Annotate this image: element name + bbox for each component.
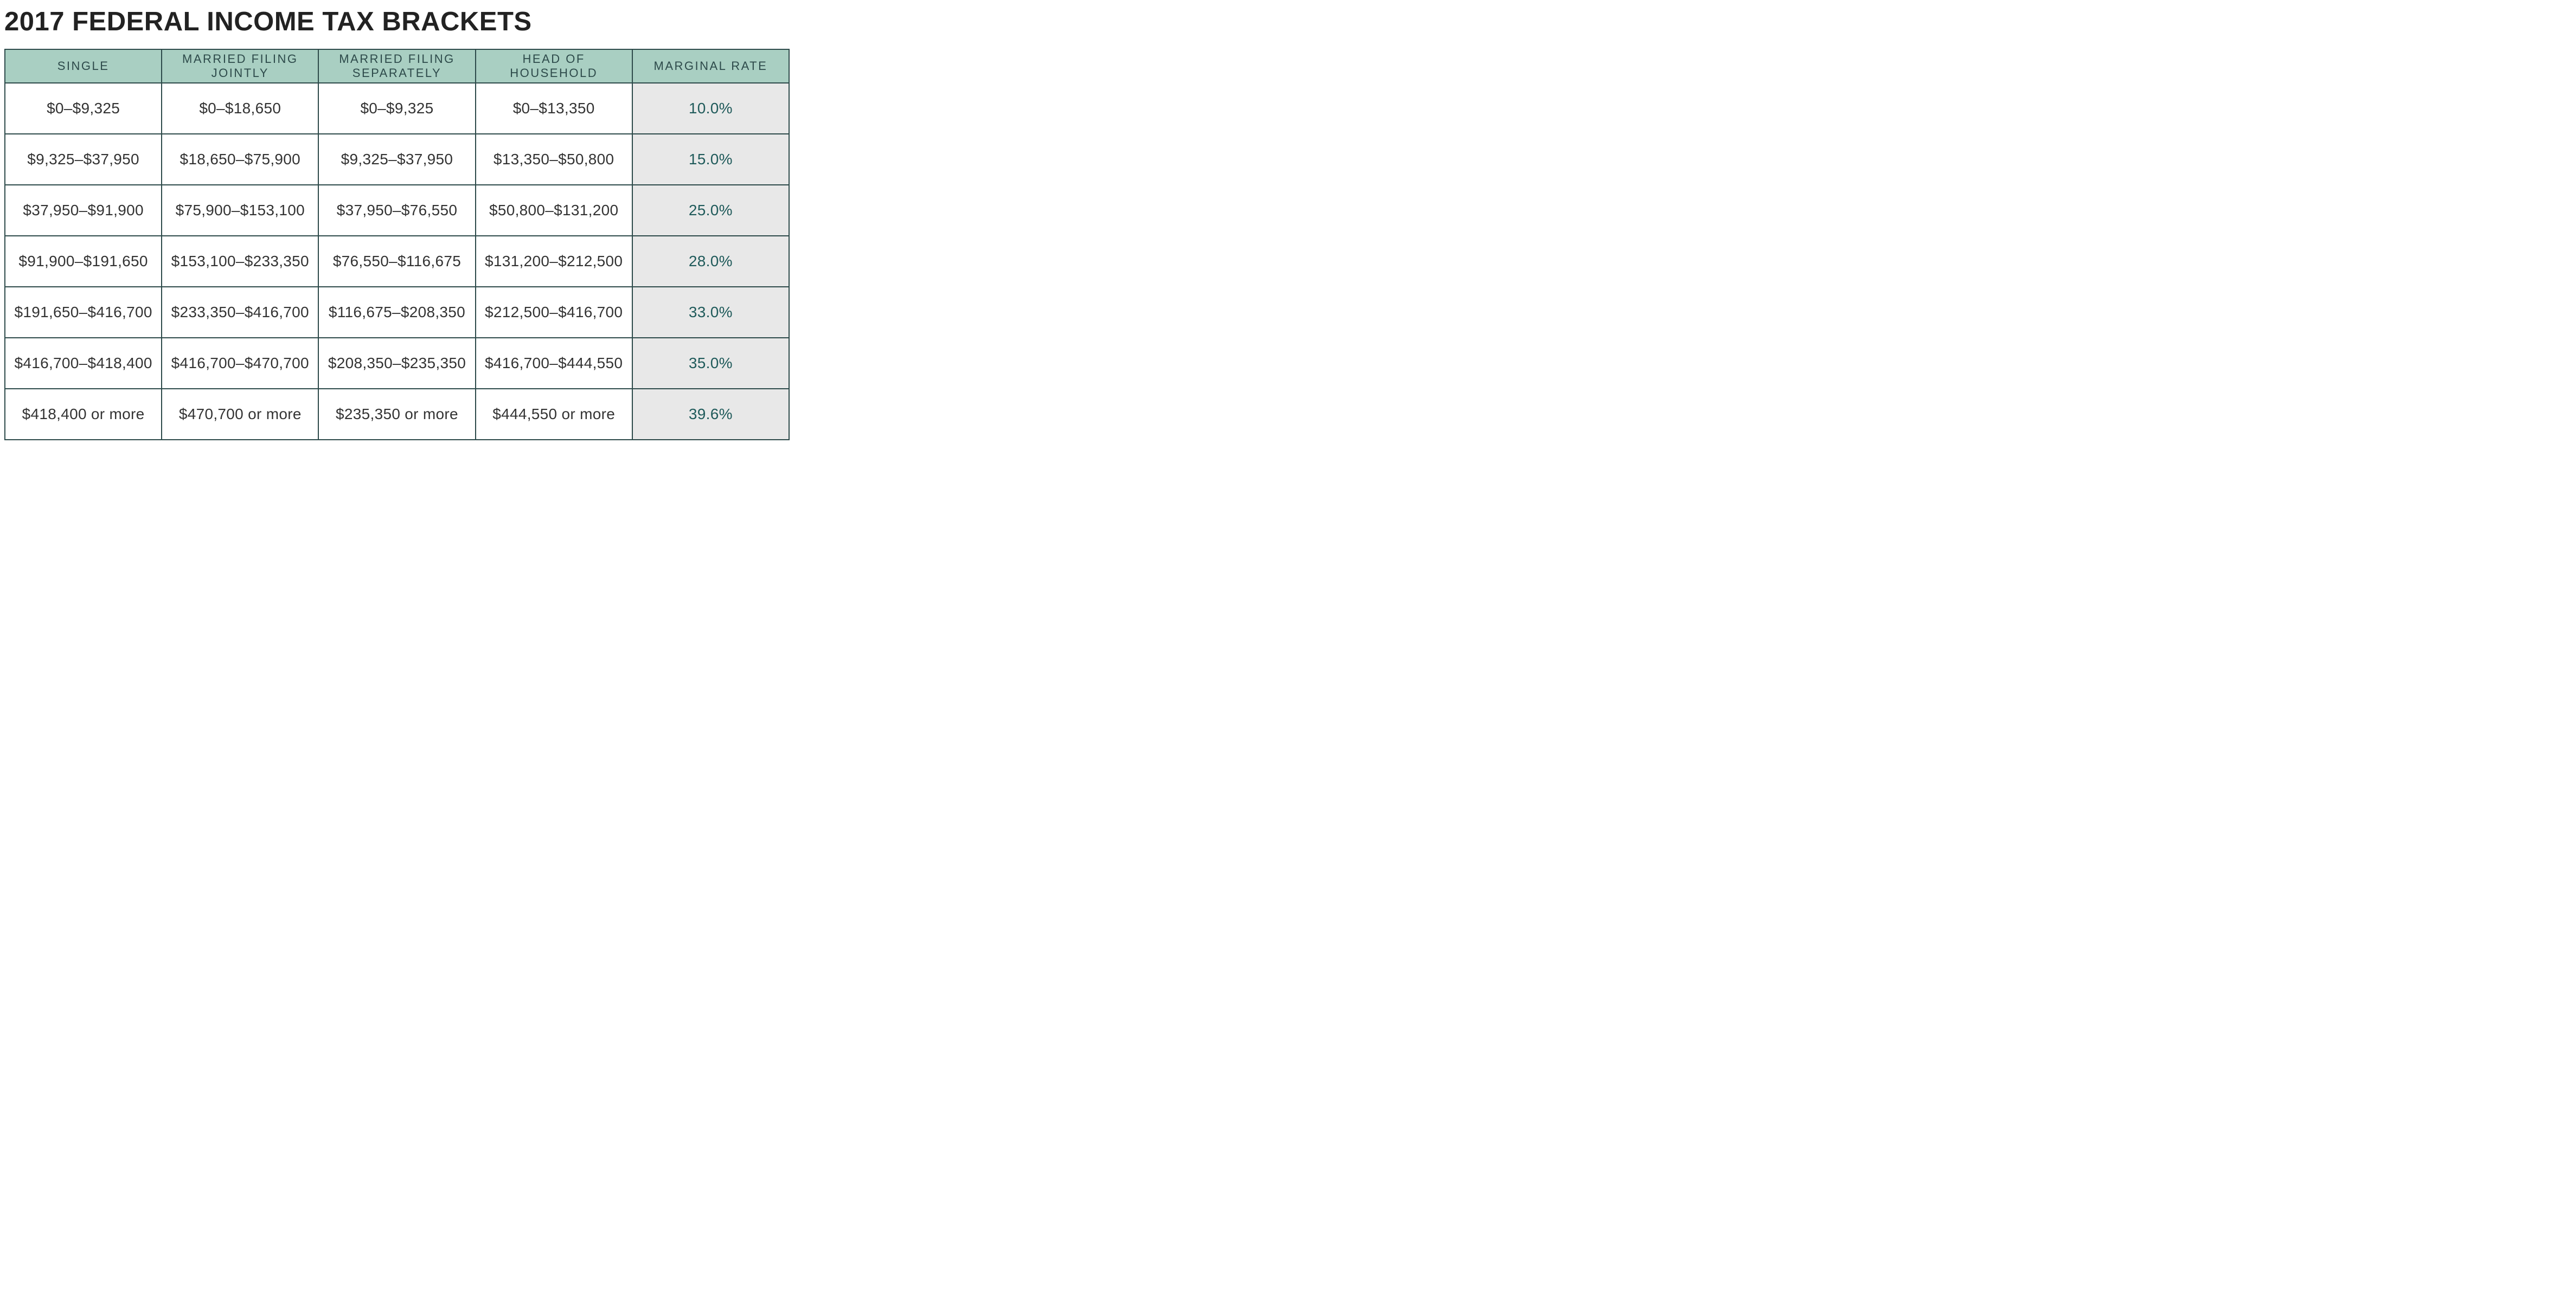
cell-rate: 15.0% (632, 134, 789, 185)
cell-rate: 28.0% (632, 236, 789, 287)
cell-rate: 39.6% (632, 389, 789, 440)
page-title: 2017 FEDERAL INCOME TAX BRACKETS (4, 7, 790, 37)
table-row: $418,400 or more $470,700 or more $235,3… (5, 389, 789, 440)
cell-mfs: $76,550–$116,675 (318, 236, 475, 287)
cell-rate: 10.0% (632, 83, 789, 134)
cell-rate: 35.0% (632, 338, 789, 389)
cell-mfs: $235,350 or more (318, 389, 475, 440)
cell-rate: 33.0% (632, 287, 789, 338)
cell-mfj: $75,900–$153,100 (162, 185, 318, 236)
table-row: $9,325–$37,950 $18,650–$75,900 $9,325–$3… (5, 134, 789, 185)
cell-rate: 25.0% (632, 185, 789, 236)
cell-hoh: $131,200–$212,500 (476, 236, 632, 287)
cell-single: $416,700–$418,400 (5, 338, 162, 389)
cell-hoh: $50,800–$131,200 (476, 185, 632, 236)
cell-mfs: $208,350–$235,350 (318, 338, 475, 389)
table-row: $37,950–$91,900 $75,900–$153,100 $37,950… (5, 185, 789, 236)
cell-mfj: $18,650–$75,900 (162, 134, 318, 185)
table-row: $0–$9,325 $0–$18,650 $0–$9,325 $0–$13,35… (5, 83, 789, 134)
cell-hoh: $0–$13,350 (476, 83, 632, 134)
col-header-hoh: HEAD OF HOUSEHOLD (476, 49, 632, 83)
cell-hoh: $13,350–$50,800 (476, 134, 632, 185)
col-header-single: SINGLE (5, 49, 162, 83)
cell-single: $9,325–$37,950 (5, 134, 162, 185)
cell-single: $37,950–$91,900 (5, 185, 162, 236)
cell-hoh: $212,500–$416,700 (476, 287, 632, 338)
cell-mfs: $37,950–$76,550 (318, 185, 475, 236)
cell-mfj: $470,700 or more (162, 389, 318, 440)
col-header-mfj: MARRIED FILING JOINTLY (162, 49, 318, 83)
cell-mfs: $0–$9,325 (318, 83, 475, 134)
cell-single: $0–$9,325 (5, 83, 162, 134)
col-header-rate: MARGINAL RATE (632, 49, 789, 83)
cell-single: $191,650–$416,700 (5, 287, 162, 338)
cell-mfj: $416,700–$470,700 (162, 338, 318, 389)
cell-mfj: $233,350–$416,700 (162, 287, 318, 338)
cell-hoh: $416,700–$444,550 (476, 338, 632, 389)
cell-single: $91,900–$191,650 (5, 236, 162, 287)
cell-single: $418,400 or more (5, 389, 162, 440)
cell-hoh: $444,550 or more (476, 389, 632, 440)
table-row: $91,900–$191,650 $153,100–$233,350 $76,5… (5, 236, 789, 287)
cell-mfs: $9,325–$37,950 (318, 134, 475, 185)
cell-mfj: $0–$18,650 (162, 83, 318, 134)
table-row: $191,650–$416,700 $233,350–$416,700 $116… (5, 287, 789, 338)
table-header-row: SINGLE MARRIED FILING JOINTLY MARRIED FI… (5, 49, 789, 83)
cell-mfs: $116,675–$208,350 (318, 287, 475, 338)
col-header-mfs: MARRIED FILING SEPARATELY (318, 49, 475, 83)
table-row: $416,700–$418,400 $416,700–$470,700 $208… (5, 338, 789, 389)
cell-mfj: $153,100–$233,350 (162, 236, 318, 287)
tax-brackets-table: SINGLE MARRIED FILING JOINTLY MARRIED FI… (4, 49, 790, 440)
